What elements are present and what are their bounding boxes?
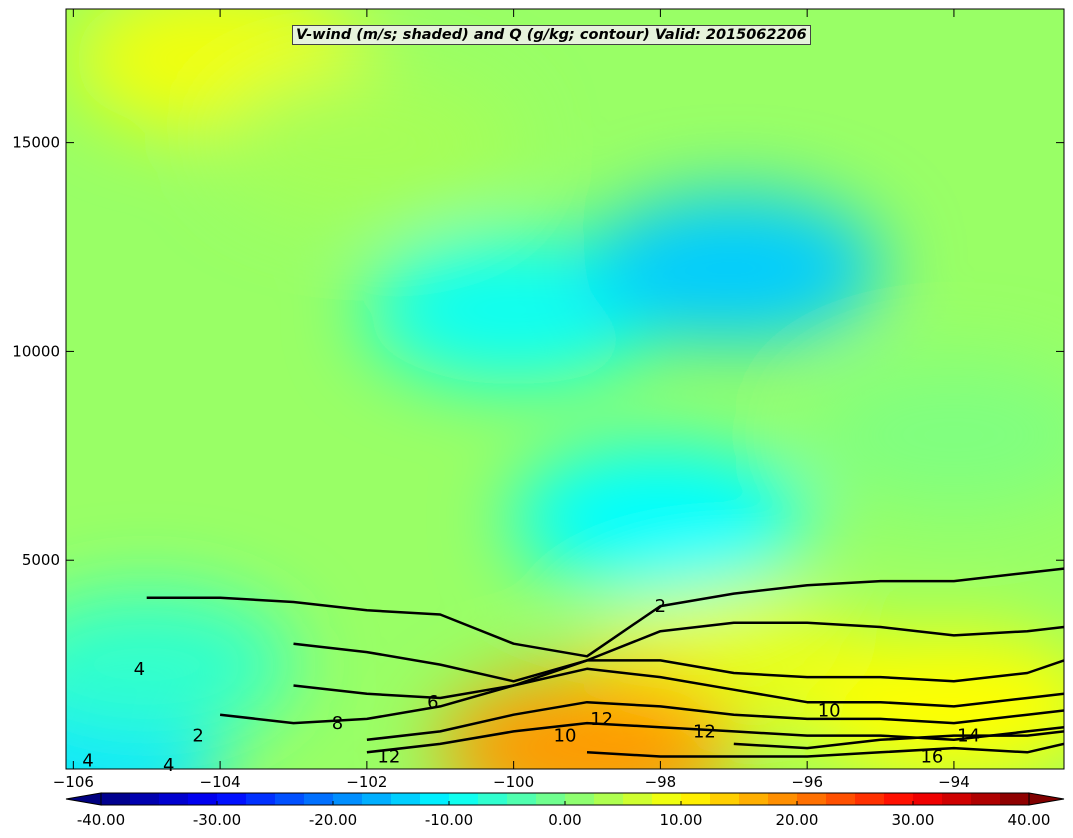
colorbar-cell bbox=[217, 793, 247, 805]
colorbar-tick-label: -20.00 bbox=[309, 811, 357, 829]
v-wind-region bbox=[583, 192, 884, 343]
q-contour-8 bbox=[219, 667, 1064, 725]
colorbar-cell bbox=[478, 793, 508, 805]
q-contour-label: 4 bbox=[163, 755, 174, 776]
colorbar-cell bbox=[710, 793, 740, 805]
colorbar-cell bbox=[739, 793, 769, 805]
colorbar-tick-label: -30.00 bbox=[193, 811, 241, 829]
colorbar-cells bbox=[65, 792, 1065, 806]
q-contour-label: 6 bbox=[427, 692, 438, 713]
v-wind-region bbox=[437, 673, 737, 769]
x-axis: −106 −104 −102 −100 −98 −96 −94 bbox=[53, 9, 970, 791]
colorbar-cell bbox=[101, 793, 131, 805]
q-contour-label: 2 bbox=[192, 726, 203, 747]
colorbar-cell bbox=[623, 793, 653, 805]
colorbar-cell bbox=[420, 793, 450, 805]
q-contour-label: 16 bbox=[920, 746, 943, 767]
v-wind-region bbox=[510, 443, 811, 594]
colorbar-tick-label: 20.00 bbox=[776, 811, 819, 829]
q-contour-label: 10 bbox=[818, 701, 841, 722]
colorbar-tick-label: -40.00 bbox=[77, 811, 125, 829]
colorbar-cell bbox=[594, 793, 624, 805]
q-contour-label: 4 bbox=[134, 659, 145, 680]
chart-title: V-wind (m/s; shaded) and Q (g/kg; contou… bbox=[292, 25, 811, 45]
x-tick-label: −98 bbox=[645, 773, 677, 791]
colorbar-tick-label: 30.00 bbox=[892, 811, 935, 829]
x-tick-label: −96 bbox=[791, 773, 823, 791]
plot-frame bbox=[65, 8, 1065, 770]
colorbar-cell bbox=[768, 793, 798, 805]
colorbar-cell bbox=[652, 793, 682, 805]
y-tick-label: 15000 bbox=[12, 134, 60, 152]
q-contour-6 bbox=[293, 659, 1064, 700]
colorbar-cell bbox=[130, 793, 160, 805]
y-axis: 5000 10000 15000 bbox=[12, 134, 1064, 569]
x-tick-label: −104 bbox=[200, 773, 241, 791]
q-contours bbox=[146, 567, 1064, 758]
q-contour-2 bbox=[146, 567, 1064, 658]
colorbar-cell bbox=[304, 793, 334, 805]
q-contour-label: 4 bbox=[82, 751, 93, 772]
v-wind-region bbox=[66, 589, 297, 740]
q-contour-label: 8 bbox=[332, 713, 343, 734]
colorbar-cell bbox=[362, 793, 392, 805]
y-tick-label: 10000 bbox=[12, 342, 60, 360]
q-contour-12 bbox=[366, 721, 1064, 754]
q-contour-label: 14 bbox=[957, 726, 980, 747]
colorbar-cell bbox=[971, 793, 1001, 805]
y-tick-label: 5000 bbox=[22, 551, 60, 569]
colorbar-cell bbox=[565, 793, 595, 805]
colorbar-cell bbox=[449, 793, 479, 805]
colorbar-cell bbox=[942, 793, 972, 805]
colorbar-tick-label: 0.00 bbox=[548, 811, 581, 829]
q-contour-label: 2 bbox=[655, 596, 666, 617]
colorbar-cell bbox=[681, 793, 711, 805]
colorbar-tick-label: -10.00 bbox=[425, 811, 473, 829]
q-contour-10 bbox=[366, 700, 1064, 742]
colorbar-cell bbox=[507, 793, 537, 805]
colorbar-cell bbox=[188, 793, 218, 805]
colorbar-cell bbox=[246, 793, 276, 805]
q-contour-label: 10 bbox=[554, 726, 577, 747]
colorbar-cell bbox=[797, 793, 827, 805]
colorbar-cell bbox=[159, 793, 189, 805]
q-contour-14 bbox=[733, 730, 1064, 750]
colorbar-cell bbox=[333, 793, 363, 805]
x-tick-label: −94 bbox=[938, 773, 970, 791]
q-contour-4 bbox=[293, 621, 1064, 683]
colorbar-cell bbox=[536, 793, 566, 805]
colorbar-cell bbox=[884, 793, 914, 805]
colorbar-tick-label: 40.00 bbox=[1008, 811, 1051, 829]
colorbar-cell bbox=[913, 793, 943, 805]
x-tick-label: −106 bbox=[53, 773, 94, 791]
q-contour-label: 12 bbox=[693, 721, 716, 742]
q-contour-16 bbox=[586, 742, 1064, 758]
colorbar-cell bbox=[275, 793, 305, 805]
q-contour-label: 12 bbox=[377, 746, 400, 767]
colorbar-extend-high bbox=[1028, 792, 1065, 806]
q-contour-label: 12 bbox=[590, 709, 613, 730]
x-tick-label: −100 bbox=[493, 773, 534, 791]
x-tick-label: −102 bbox=[346, 773, 387, 791]
colorbar: -40.00 -30.00 -20.00 -10.00 0.00 10.00 20.00 30… bbox=[65, 792, 1065, 829]
colorbar-cell bbox=[855, 793, 885, 805]
colorbar-cell bbox=[826, 793, 856, 805]
colorbar-tick-label: 10.00 bbox=[660, 811, 703, 829]
v-wind-region bbox=[803, 359, 1064, 510]
colorbar-extend-low bbox=[65, 792, 102, 806]
colorbar-cell bbox=[1000, 793, 1030, 805]
colorbar-ticks: -40.00 -30.00 -20.00 -10.00 0.00 10.00 20.00 30… bbox=[77, 801, 1051, 829]
colorbar-cell bbox=[391, 793, 421, 805]
v-wind-region bbox=[216, 67, 517, 218]
